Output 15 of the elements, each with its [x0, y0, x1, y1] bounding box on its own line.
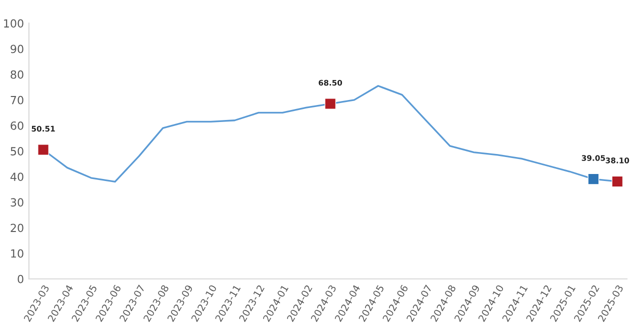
point [588, 173, 600, 185]
y-tick-label: 30 [10, 198, 24, 207]
y-tick-label: 0 [18, 274, 24, 284]
y-tick-label: 80 [10, 70, 24, 79]
point [38, 144, 50, 156]
y-tick-label: 10 [11, 249, 24, 258]
point [324, 98, 336, 110]
y-tick-label: 90 [10, 44, 24, 54]
point [612, 176, 624, 188]
y-tick-label: 40 [10, 172, 24, 182]
y-tick-label: 20 [10, 224, 24, 232]
y-tick-label: 50 [10, 147, 24, 156]
y-tick-label: 70 [10, 96, 24, 104]
y-tick-label: 100 [4, 19, 24, 28]
y-tick-label: 60 [10, 121, 24, 130]
